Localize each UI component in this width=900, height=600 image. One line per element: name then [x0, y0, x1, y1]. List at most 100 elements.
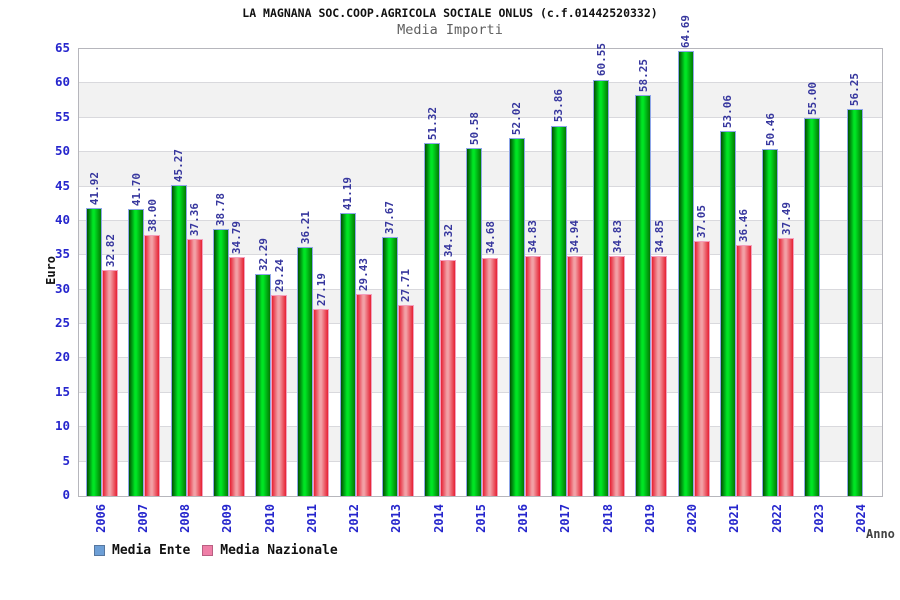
plot-area: 41.92 32.82 41.70 38.00 45.27 37.36 38.78 34.79… — [78, 15, 883, 497]
value-label-media-ente-2009: 38.78 — [214, 193, 228, 227]
bar-media-nazionale-2013 — [397, 305, 414, 496]
value-label-media-nazionale-2008: 37.36 — [188, 202, 202, 237]
x-axis-title: Anno — [866, 527, 895, 541]
value-label-media-nazionale-2017: 34.94 — [568, 219, 582, 253]
value-label-media-ente-2006: 41.92 — [87, 171, 101, 205]
y-axis-title: Euro — [44, 256, 58, 285]
bar-media-nazionale-2009 — [228, 256, 245, 496]
bar-media-nazionale-2022 — [778, 238, 795, 496]
value-label-media-ente-2020: 64.69 — [679, 15, 693, 49]
legend-label-media-ente: Media Ente — [112, 543, 191, 558]
value-label-media-ente-2022: 50.46 — [763, 112, 777, 146]
bar-media-nazionale-2021 — [735, 245, 752, 496]
y-tick-65: 65 — [54, 40, 70, 55]
bar-media-nazionale-2008 — [186, 239, 203, 496]
x-tick-2013: 2013 — [389, 504, 404, 533]
bar-media-ente-2006 — [86, 207, 102, 496]
bar-media-nazionale-2012 — [355, 293, 372, 496]
y-tick-10: 10 — [54, 418, 70, 434]
bar-media-ente-2011 — [297, 247, 314, 496]
bar-media-ente-2012 — [339, 212, 356, 496]
bar-media-nazionale-2019 — [651, 256, 668, 496]
value-label-media-nazionale-2010: 29.24 — [272, 258, 286, 292]
x-tick-2017: 2017 — [558, 504, 573, 533]
bar-media-ente-2023 — [804, 117, 821, 496]
x-tick-2007: 2007 — [135, 504, 150, 533]
legend-item-media-nazionale: Media Nazionale — [202, 543, 338, 558]
bar-media-nazionale-2007 — [144, 234, 161, 496]
value-label-media-nazionale-2006: 32.82 — [103, 234, 117, 268]
bar-media-ente-2022 — [762, 149, 779, 496]
x-tick-2021: 2021 — [727, 504, 742, 533]
x-tick-2019: 2019 — [642, 504, 657, 533]
legend-item-media-ente: Media Ente — [94, 543, 190, 558]
bar-media-nazionale-2014 — [440, 259, 457, 496]
bar-media-ente-2017 — [550, 125, 567, 496]
bar-media-nazionale-2020 — [693, 241, 710, 496]
x-tick-2022: 2022 — [769, 504, 784, 533]
bar-media-ente-2013 — [381, 236, 398, 496]
bar-media-nazionale-2018 — [609, 256, 626, 496]
bar-media-ente-2021 — [719, 131, 736, 496]
value-label-media-ente-2007: 41.70 — [129, 173, 143, 207]
legend-swatch-media-ente-icon — [94, 545, 105, 556]
bar-media-ente-2020 — [677, 51, 694, 496]
y-tick-30: 30 — [54, 280, 70, 296]
bar-media-ente-2016 — [508, 138, 525, 496]
value-label-media-ente-2024: 56.25 — [848, 73, 862, 107]
bar-media-ente-2018 — [593, 79, 610, 496]
bar-media-ente-2024 — [846, 109, 863, 496]
x-tick-2014: 2014 — [431, 504, 446, 533]
x-tick-2011: 2011 — [304, 504, 319, 533]
bar-media-ente-2010 — [255, 273, 272, 496]
chart-title: LA MAGNANA SOC.COOP.AGRICOLA SOCIALE ONL… — [242, 6, 658, 20]
bar-media-nazionale-2017 — [566, 255, 583, 496]
value-label-media-nazionale-2009: 34.79 — [230, 220, 244, 254]
value-label-media-nazionale-2020: 37.05 — [695, 205, 709, 239]
value-label-media-nazionale-2021: 36.46 — [737, 209, 751, 243]
bar-media-ente-2009 — [212, 229, 229, 496]
x-tick-2006: 2006 — [93, 504, 108, 533]
y-tick-55: 55 — [54, 108, 70, 124]
grid-band — [79, 117, 882, 153]
value-label-media-ente-2014: 51.32 — [425, 106, 439, 141]
bar-media-nazionale-2016 — [524, 256, 541, 496]
bar-media-ente-2007 — [128, 209, 145, 496]
bar-media-ente-2008 — [170, 184, 187, 496]
grid-band — [79, 49, 882, 84]
y-tick-0: 0 — [62, 487, 70, 502]
value-label-media-ente-2017: 53.86 — [552, 89, 566, 123]
value-label-media-ente-2012: 41.19 — [341, 176, 355, 210]
y-tick-50: 50 — [54, 143, 70, 159]
value-label-media-ente-2013: 37.67 — [383, 200, 397, 234]
legend: Media Ente Media Nazionale — [94, 543, 338, 558]
value-label-media-nazionale-2018: 34.83 — [610, 220, 624, 254]
y-tick-35: 35 — [54, 246, 70, 262]
x-tick-2018: 2018 — [600, 504, 615, 533]
x-tick-2016: 2016 — [516, 504, 531, 533]
bar-media-nazionale-2006 — [102, 270, 118, 496]
x-tick-2015: 2015 — [473, 504, 488, 533]
value-label-media-nazionale-2012: 29.43 — [357, 257, 371, 291]
value-label-media-ente-2011: 36.21 — [298, 210, 312, 244]
chart-subtitle: Media Importi — [397, 22, 503, 38]
x-tick-2008: 2008 — [178, 504, 193, 533]
bar-media-nazionale-2010 — [271, 294, 288, 496]
value-label-media-ente-2018: 60.55 — [594, 43, 608, 77]
y-tick-45: 45 — [54, 177, 70, 193]
value-label-media-nazionale-2022: 37.49 — [779, 202, 793, 236]
bar-media-ente-2019 — [635, 95, 652, 496]
bar-media-ente-2014 — [424, 143, 441, 496]
value-label-media-ente-2015: 50.58 — [467, 112, 481, 146]
y-tick-20: 20 — [54, 349, 70, 365]
value-label-media-ente-2010: 32.29 — [256, 237, 270, 271]
legend-swatch-media-nazionale-icon — [202, 545, 214, 556]
grid-line — [79, 116, 882, 118]
x-tick-2020: 2020 — [685, 504, 700, 533]
value-label-media-nazionale-2015: 34.68 — [483, 221, 497, 255]
value-label-media-nazionale-2019: 34.85 — [652, 220, 666, 254]
value-label-media-nazionale-2007: 38.00 — [145, 198, 159, 232]
x-tick-2010: 2010 — [262, 504, 277, 533]
value-label-media-ente-2019: 58.25 — [636, 59, 650, 93]
y-tick-25: 25 — [54, 315, 70, 331]
